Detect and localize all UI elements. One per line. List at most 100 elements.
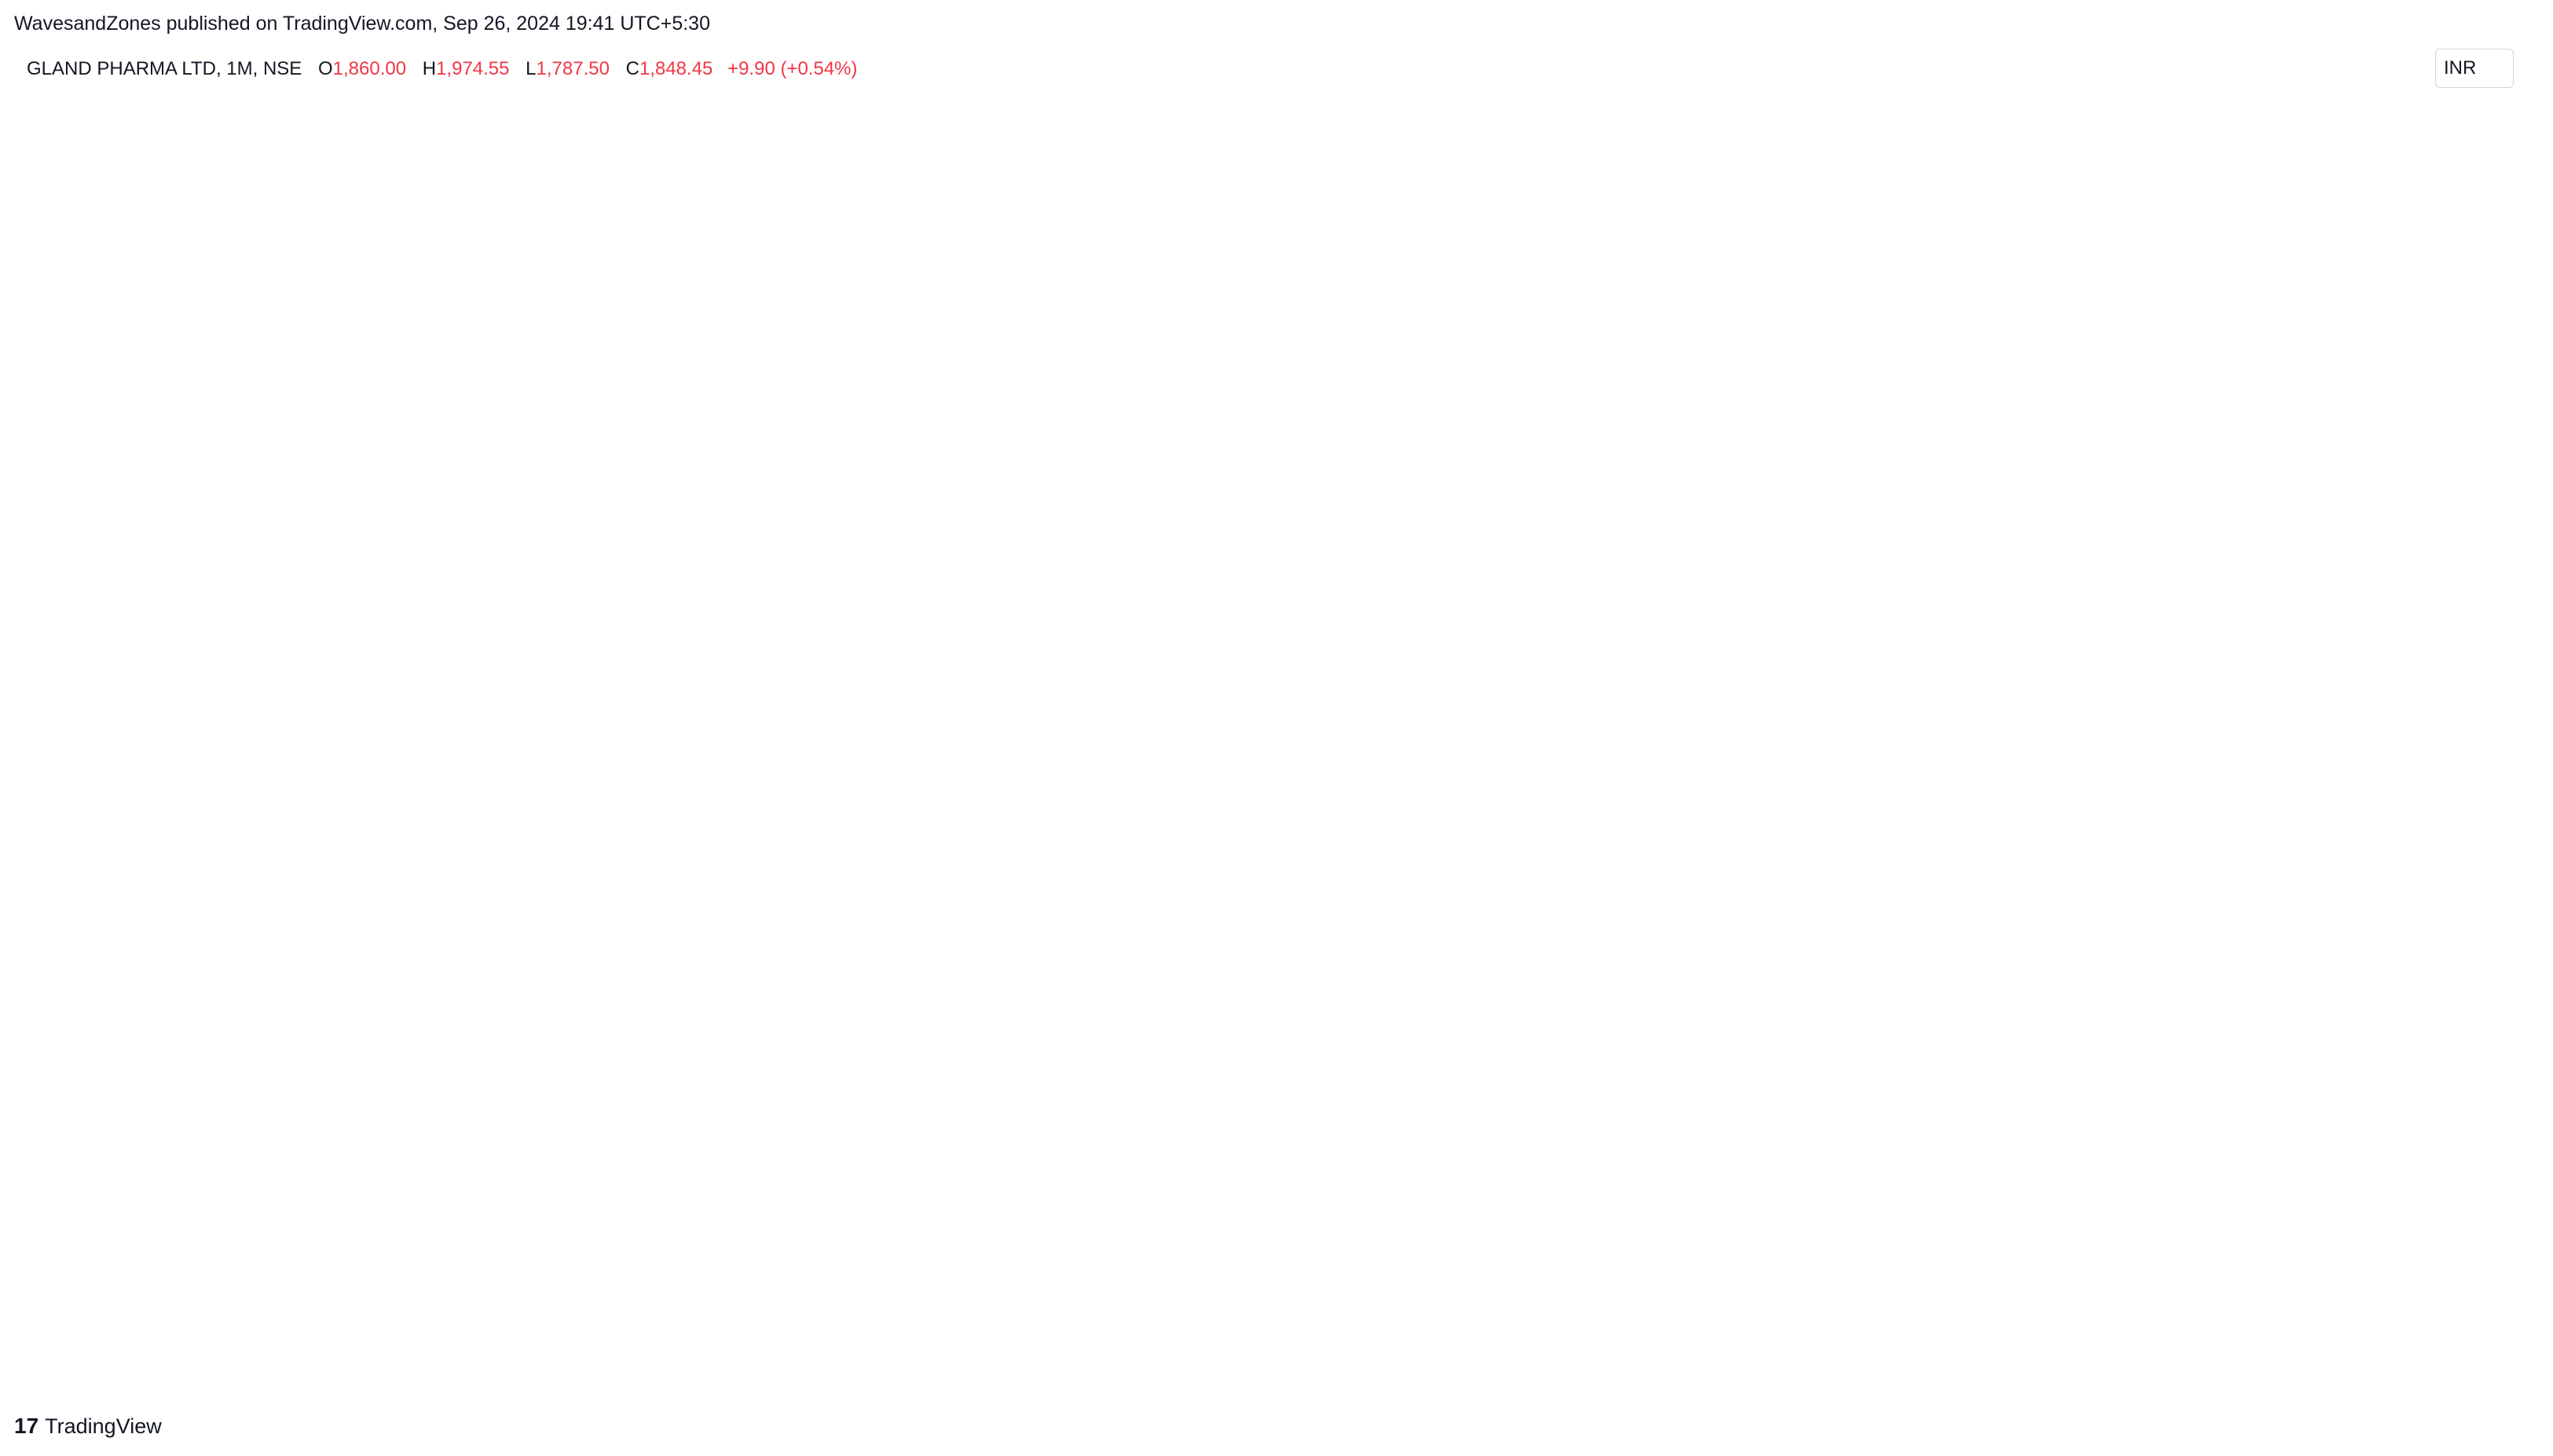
wave-label-circle — [1190, 748, 1247, 805]
candle-body — [875, 982, 894, 1114]
zone-low_inner — [940, 997, 2423, 1059]
candle-body — [68, 748, 86, 925]
wave-label: 2 — [930, 1090, 951, 1131]
y-axis-tick-label: 2,600.00 — [2441, 708, 2514, 730]
plot-area — [16, 47, 2423, 1351]
candle-body — [457, 522, 476, 633]
tradingview-logo-icon: 17 — [14, 1414, 39, 1438]
symbol-name: GLAND PHARMA LTD, 1M, NSE — [27, 58, 302, 79]
y-axis-tick-label: 1,600.00 — [2441, 1012, 2514, 1033]
candle-body — [1181, 861, 1200, 956]
zone-low — [327, 875, 2424, 1059]
candle-body — [958, 976, 977, 1044]
y-axis-tick-label: 3,200.00 — [2441, 525, 2514, 547]
zone-annotation: HIGH ON THE CURVE — [1560, 549, 2016, 598]
candle-body — [1209, 861, 1228, 956]
y-axis-tick-label: 1,400.00 — [2441, 1074, 2514, 1095]
x-axis-tick-label: 2025 — [1392, 1366, 1436, 1388]
wave-label-circle — [912, 1082, 969, 1139]
high-key: H — [422, 58, 437, 79]
price-level-label: 1,848.45 — [2447, 937, 2520, 958]
price-level-label: 4,350.00 — [2447, 176, 2520, 197]
y-axis-tick-label: 2,000.00 — [2441, 891, 2514, 912]
fib-trend-line — [327, 500, 774, 1060]
zone-annotation: VERY HIGH ON THE CURVE — [1495, 429, 2081, 478]
candle-body — [987, 939, 1005, 977]
y-axis-tick-label: 3,400.00 — [2441, 465, 2514, 486]
tradingview-logo-text: TradingView — [45, 1414, 162, 1438]
y-axis-tick-label: 2,800.00 — [2441, 647, 2514, 668]
candle-body — [1126, 960, 1145, 998]
zone-annotation: VERY LOW ON THE CURVE — [1498, 1081, 2077, 1131]
zone-demand — [800, 1059, 2423, 1247]
y-axis-tick-label: 800.00 — [2456, 1256, 2514, 1277]
candle-body — [179, 309, 198, 474]
y-axis-tick-label: 1,000.00 — [2441, 1195, 2514, 1216]
candle-body — [485, 632, 504, 682]
y-axis-tick-label: 600.00 — [2456, 1317, 2514, 1338]
price-level-label: 3,312.15 — [2447, 492, 2520, 513]
tradingview-logo[interactable]: 17 TradingView — [14, 1414, 162, 1439]
x-axis-tick-label: Jul — [1234, 1366, 1259, 1388]
y-axis-tick-label: 4,200.00 — [2441, 221, 2514, 243]
close-value: 1,848.45 — [639, 58, 713, 79]
low-value: 1,787.50 — [536, 58, 610, 79]
candle-body — [95, 611, 114, 748]
candle-body — [430, 504, 449, 529]
wave-label: 1 — [903, 912, 923, 953]
candle-body — [625, 997, 643, 1004]
candle-body — [1014, 936, 1033, 940]
change-value: +9.90 (+0.54%) — [727, 58, 858, 79]
wave-label: 3 — [1042, 774, 1062, 814]
candle-body — [708, 1110, 727, 1114]
wave-label: 5 — [1209, 756, 1229, 797]
y-axis-tick-label: 1,200.00 — [2441, 1134, 2514, 1155]
candle-body — [207, 309, 225, 328]
candle-body — [680, 1031, 699, 1114]
x-axis-tick-label: 2022 — [389, 1366, 433, 1388]
candle-body — [262, 376, 281, 383]
y-axis-tick-label: 1,800.00 — [2441, 952, 2514, 973]
zone-annotation: 3 Months Source Demand — [1517, 1187, 2058, 1236]
fib-level-label: 1 (3,312.15) — [2308, 477, 2409, 498]
x-axis-tick-label: Jul — [566, 1366, 591, 1388]
candle-body — [1098, 958, 1117, 998]
candle-body — [513, 681, 532, 834]
candle-body — [931, 1007, 950, 1044]
close-key: C — [625, 58, 639, 79]
zone-high — [327, 500, 2424, 691]
x-axis-tick-label: Jul — [232, 1366, 257, 1388]
currency-selector[interactable]: INR — [2435, 49, 2514, 88]
y-axis-tick-label: 2,200.00 — [2441, 830, 2514, 851]
low-key: L — [526, 58, 537, 79]
elliott-wave-path — [800, 836, 1220, 1248]
symbol-legend[interactable]: GLAND PHARMA LTD, 1M, NSE O1,860.00 H1,9… — [27, 58, 858, 80]
candle-body — [764, 1101, 782, 1126]
candle-body — [596, 876, 615, 998]
price-level-label: 1,477.85 — [2447, 1050, 2520, 1071]
open-value: 1,860.00 — [332, 58, 407, 79]
zone-middle — [327, 690, 2424, 876]
x-axis-tick-label: Jul — [899, 1366, 925, 1388]
y-axis-tick-label: 4,400.00 — [2441, 160, 2514, 181]
x-axis-tick-label: 2026 — [1726, 1366, 1770, 1388]
candle-body — [235, 327, 254, 377]
candle-body — [12, 906, 31, 992]
zone-annotation: LOW ON THE CURVE — [1563, 902, 2012, 951]
candle-body — [1070, 958, 1089, 977]
candle-body — [652, 1004, 671, 1032]
x-axis-tick-label: Jul — [1568, 1366, 1593, 1388]
price-level-badge — [2429, 487, 2529, 514]
fib-level-label: 0.66 (2,688.50) — [2281, 667, 2409, 688]
price-level-badge — [2429, 1233, 2529, 1260]
zone-supply — [216, 185, 2424, 501]
x-axis-tick-label: 2023 — [723, 1366, 767, 1388]
price-level-badge — [2429, 171, 2529, 199]
candle-body — [736, 1110, 755, 1126]
candle-body — [569, 799, 588, 876]
candle-body — [848, 1113, 866, 1187]
x-axis-tick-label: Jul — [1903, 1366, 1928, 1388]
fib-level-label: 0.33 (2,083.15) — [2281, 851, 2409, 872]
x-axis-tick-label: 2024 — [1057, 1366, 1101, 1388]
